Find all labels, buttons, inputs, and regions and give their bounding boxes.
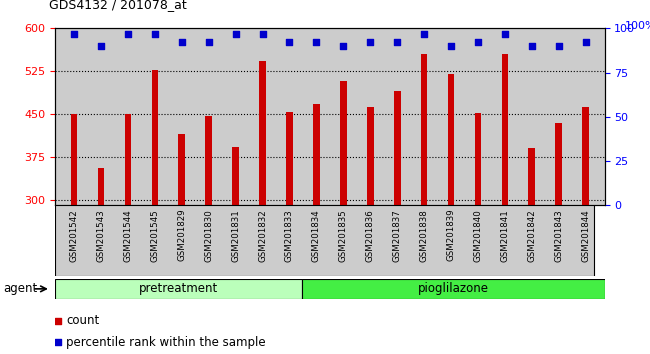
Point xyxy=(580,40,591,45)
Bar xyxy=(55,279,302,299)
Text: GSM201837: GSM201837 xyxy=(393,209,402,262)
Text: percentile rank within the sample: percentile rank within the sample xyxy=(66,336,266,349)
Point xyxy=(203,40,214,45)
Point xyxy=(526,43,537,49)
Text: GSM201839: GSM201839 xyxy=(447,209,456,262)
Text: pretreatment: pretreatment xyxy=(139,282,218,295)
Text: GSM201840: GSM201840 xyxy=(473,209,482,262)
Bar xyxy=(421,54,428,205)
Bar xyxy=(394,91,400,205)
Bar xyxy=(340,81,346,205)
Point xyxy=(231,31,241,36)
Text: GSM201834: GSM201834 xyxy=(312,209,321,262)
Point xyxy=(96,43,106,49)
Text: count: count xyxy=(66,314,99,327)
Bar xyxy=(232,147,239,205)
Text: GDS4132 / 201078_at: GDS4132 / 201078_at xyxy=(49,0,187,11)
Point xyxy=(311,40,322,45)
Bar xyxy=(582,107,589,205)
Bar xyxy=(179,134,185,205)
Bar xyxy=(367,107,374,205)
Point xyxy=(177,40,187,45)
Bar xyxy=(286,112,293,205)
Point xyxy=(257,31,268,36)
Text: GSM201843: GSM201843 xyxy=(554,209,564,262)
Point xyxy=(392,40,402,45)
Text: GSM201832: GSM201832 xyxy=(258,209,267,262)
Text: GSM201838: GSM201838 xyxy=(420,209,428,262)
Bar xyxy=(555,122,562,205)
Bar xyxy=(98,168,105,205)
Text: GSM201835: GSM201835 xyxy=(339,209,348,262)
Text: GSM201844: GSM201844 xyxy=(581,209,590,262)
Text: agent: agent xyxy=(3,282,38,295)
Point xyxy=(554,43,564,49)
Bar xyxy=(205,116,212,205)
Text: GSM201830: GSM201830 xyxy=(204,209,213,262)
Text: GSM201842: GSM201842 xyxy=(527,209,536,262)
Point xyxy=(500,31,510,36)
Bar xyxy=(302,279,604,299)
Y-axis label: 100%: 100% xyxy=(625,21,650,31)
Text: GSM201831: GSM201831 xyxy=(231,209,240,262)
Point xyxy=(473,40,483,45)
Text: GSM201829: GSM201829 xyxy=(177,209,187,262)
Bar xyxy=(474,113,481,205)
Point xyxy=(69,31,79,36)
Text: pioglilazone: pioglilazone xyxy=(418,282,489,295)
Bar xyxy=(71,114,77,205)
Point xyxy=(150,31,160,36)
Text: GSM201543: GSM201543 xyxy=(96,209,105,262)
Point xyxy=(213,27,223,33)
Point xyxy=(338,43,348,49)
Point xyxy=(446,43,456,49)
Bar xyxy=(502,54,508,205)
Point xyxy=(365,40,376,45)
Text: GSM201836: GSM201836 xyxy=(366,209,375,262)
Bar xyxy=(528,148,535,205)
Bar xyxy=(313,104,320,205)
Bar xyxy=(448,74,454,205)
Point xyxy=(419,31,429,36)
Bar xyxy=(151,70,158,205)
Text: GSM201544: GSM201544 xyxy=(124,209,133,262)
Text: GSM201841: GSM201841 xyxy=(500,209,510,262)
Bar xyxy=(259,61,266,205)
Point xyxy=(213,224,223,229)
Bar xyxy=(125,114,131,205)
Point xyxy=(284,40,294,45)
Text: GSM201833: GSM201833 xyxy=(285,209,294,262)
Point xyxy=(123,31,133,36)
Text: GSM201545: GSM201545 xyxy=(150,209,159,262)
Text: GSM201542: GSM201542 xyxy=(70,209,79,262)
